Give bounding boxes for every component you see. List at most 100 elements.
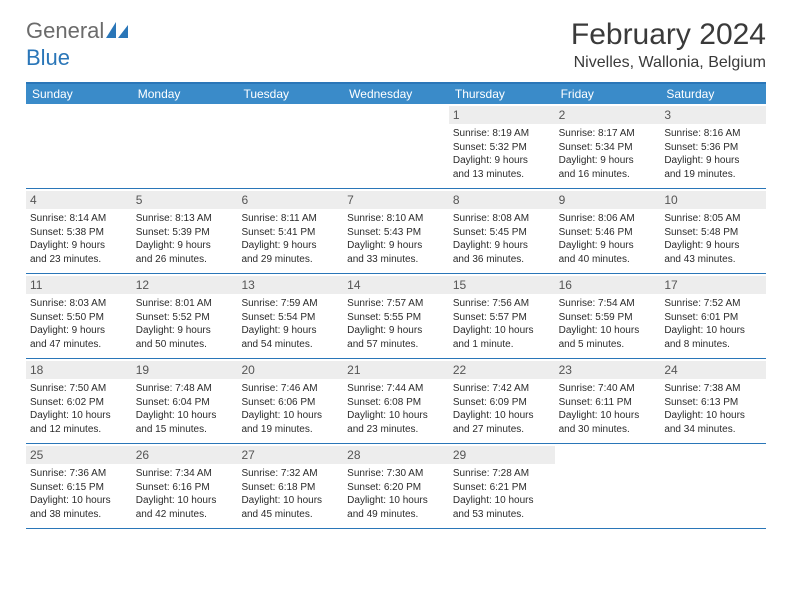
sun-info: Sunrise: 8:11 AM: [241, 212, 339, 226]
sun-info: Sunset: 6:01 PM: [664, 311, 762, 325]
sun-info: Sunset: 5:59 PM: [559, 311, 657, 325]
calendar-cell: 19Sunrise: 7:48 AMSunset: 6:04 PMDayligh…: [132, 359, 238, 443]
sun-info: and 23 minutes.: [30, 253, 128, 267]
calendar-cell: 14Sunrise: 7:57 AMSunset: 5:55 PMDayligh…: [343, 274, 449, 358]
sun-info: Sunset: 5:34 PM: [559, 141, 657, 155]
day-number: 2: [555, 106, 661, 124]
sun-info: and 15 minutes.: [136, 423, 234, 437]
sun-info: Sunset: 5:55 PM: [347, 311, 445, 325]
sun-info: Sunrise: 7:44 AM: [347, 382, 445, 396]
day-number: 6: [237, 191, 343, 209]
sun-info: Sunset: 5:43 PM: [347, 226, 445, 240]
sun-info: Daylight: 10 hours: [453, 324, 551, 338]
sun-info: Sunset: 5:38 PM: [30, 226, 128, 240]
day-number: 18: [26, 361, 132, 379]
calendar-cell: 9Sunrise: 8:06 AMSunset: 5:46 PMDaylight…: [555, 189, 661, 273]
day-number: 11: [26, 276, 132, 294]
calendar-cell: 29Sunrise: 7:28 AMSunset: 6:21 PMDayligh…: [449, 444, 555, 528]
sun-info: Sunrise: 7:38 AM: [664, 382, 762, 396]
day-number: 22: [449, 361, 555, 379]
day-number: 10: [660, 191, 766, 209]
sun-info: and 27 minutes.: [453, 423, 551, 437]
calendar-week: 1Sunrise: 8:19 AMSunset: 5:32 PMDaylight…: [26, 104, 766, 189]
sun-info: Sunrise: 8:03 AM: [30, 297, 128, 311]
day-number: 3: [660, 106, 766, 124]
day-number: 9: [555, 191, 661, 209]
location: Nivelles, Wallonia, Belgium: [571, 54, 766, 72]
day-number: 29: [449, 446, 555, 464]
sun-info: Sunrise: 7:54 AM: [559, 297, 657, 311]
day-number: 14: [343, 276, 449, 294]
sun-info: Sunset: 5:57 PM: [453, 311, 551, 325]
sun-info: and 42 minutes.: [136, 508, 234, 522]
sun-info: Daylight: 9 hours: [664, 239, 762, 253]
sun-info: Daylight: 10 hours: [241, 409, 339, 423]
day-number: 21: [343, 361, 449, 379]
sun-info: Sunrise: 7:52 AM: [664, 297, 762, 311]
sun-info: and 19 minutes.: [241, 423, 339, 437]
sun-info: Daylight: 10 hours: [664, 409, 762, 423]
calendar-cell: [555, 444, 661, 528]
calendar-cell: 10Sunrise: 8:05 AMSunset: 5:48 PMDayligh…: [660, 189, 766, 273]
day-headers-row: SundayMondayTuesdayWednesdayThursdayFrid…: [26, 84, 766, 104]
calendar-week: 18Sunrise: 7:50 AMSunset: 6:02 PMDayligh…: [26, 359, 766, 444]
calendar-cell: [132, 104, 238, 188]
day-number: 24: [660, 361, 766, 379]
sun-info: Sunset: 6:20 PM: [347, 481, 445, 495]
calendar-cell: 20Sunrise: 7:46 AMSunset: 6:06 PMDayligh…: [237, 359, 343, 443]
sun-info: Sunrise: 8:10 AM: [347, 212, 445, 226]
sun-info: Sunset: 6:21 PM: [453, 481, 551, 495]
sun-info: Daylight: 9 hours: [241, 239, 339, 253]
calendar-cell: 13Sunrise: 7:59 AMSunset: 5:54 PMDayligh…: [237, 274, 343, 358]
sun-info: and 40 minutes.: [559, 253, 657, 267]
sun-info: Sunset: 6:04 PM: [136, 396, 234, 410]
sun-info: Daylight: 10 hours: [559, 409, 657, 423]
sun-info: Daylight: 9 hours: [241, 324, 339, 338]
day-number: 28: [343, 446, 449, 464]
day-header: Friday: [555, 84, 661, 104]
sun-info: Sunrise: 8:17 AM: [559, 127, 657, 141]
logo-wrap: General Blue: [26, 18, 128, 71]
calendar-week: 4Sunrise: 8:14 AMSunset: 5:38 PMDaylight…: [26, 189, 766, 274]
sun-info: Daylight: 10 hours: [136, 409, 234, 423]
day-number: 12: [132, 276, 238, 294]
logo-text-blue: Blue: [26, 45, 70, 70]
sun-info: and 29 minutes.: [241, 253, 339, 267]
sun-info: and 8 minutes.: [664, 338, 762, 352]
day-number: 8: [449, 191, 555, 209]
sun-info: Sunrise: 8:14 AM: [30, 212, 128, 226]
sun-info: Daylight: 10 hours: [30, 409, 128, 423]
sun-info: Daylight: 10 hours: [136, 494, 234, 508]
calendar-cell: 27Sunrise: 7:32 AMSunset: 6:18 PMDayligh…: [237, 444, 343, 528]
day-number: 16: [555, 276, 661, 294]
calendar-cell: 26Sunrise: 7:34 AMSunset: 6:16 PMDayligh…: [132, 444, 238, 528]
sun-info: Sunrise: 7:50 AM: [30, 382, 128, 396]
sun-info: Sunrise: 7:32 AM: [241, 467, 339, 481]
sun-info: Daylight: 10 hours: [30, 494, 128, 508]
day-header: Wednesday: [343, 84, 449, 104]
sun-info: Daylight: 9 hours: [559, 154, 657, 168]
sun-info: Sunset: 5:39 PM: [136, 226, 234, 240]
calendar-cell: 2 Sunrise: 8:17 AMSunset: 5:34 PMDaylight…: [555, 104, 661, 188]
calendar-cell: 21Sunrise: 7:44 AMSunset: 6:08 PMDayligh…: [343, 359, 449, 443]
day-header: Saturday: [660, 84, 766, 104]
sun-info: Daylight: 9 hours: [347, 324, 445, 338]
calendar-cell: 11Sunrise: 8:03 AMSunset: 5:50 PMDayligh…: [26, 274, 132, 358]
sun-info: Daylight: 10 hours: [347, 409, 445, 423]
sun-info: and 43 minutes.: [664, 253, 762, 267]
calendar-week: 25Sunrise: 7:36 AMSunset: 6:15 PMDayligh…: [26, 444, 766, 529]
day-header: Thursday: [449, 84, 555, 104]
day-number: 15: [449, 276, 555, 294]
sun-info: Sunset: 5:50 PM: [30, 311, 128, 325]
day-number: 26: [132, 446, 238, 464]
day-number: 19: [132, 361, 238, 379]
calendar-cell: 24 Sunrise: 7:38 AMSunset: 6:13 PMDayligh…: [660, 359, 766, 443]
day-number: 20: [237, 361, 343, 379]
calendar-cell: 7Sunrise: 8:10 AMSunset: 5:43 PMDaylight…: [343, 189, 449, 273]
sun-info: Sunset: 6:13 PM: [664, 396, 762, 410]
calendar-cell: 12Sunrise: 8:01 AMSunset: 5:52 PMDayligh…: [132, 274, 238, 358]
calendar-cell: [343, 104, 449, 188]
sun-info: Sunset: 5:41 PM: [241, 226, 339, 240]
calendar-page: General Blue February 2024 Nivelles, Wal…: [0, 0, 792, 547]
sun-info: Sunrise: 7:30 AM: [347, 467, 445, 481]
